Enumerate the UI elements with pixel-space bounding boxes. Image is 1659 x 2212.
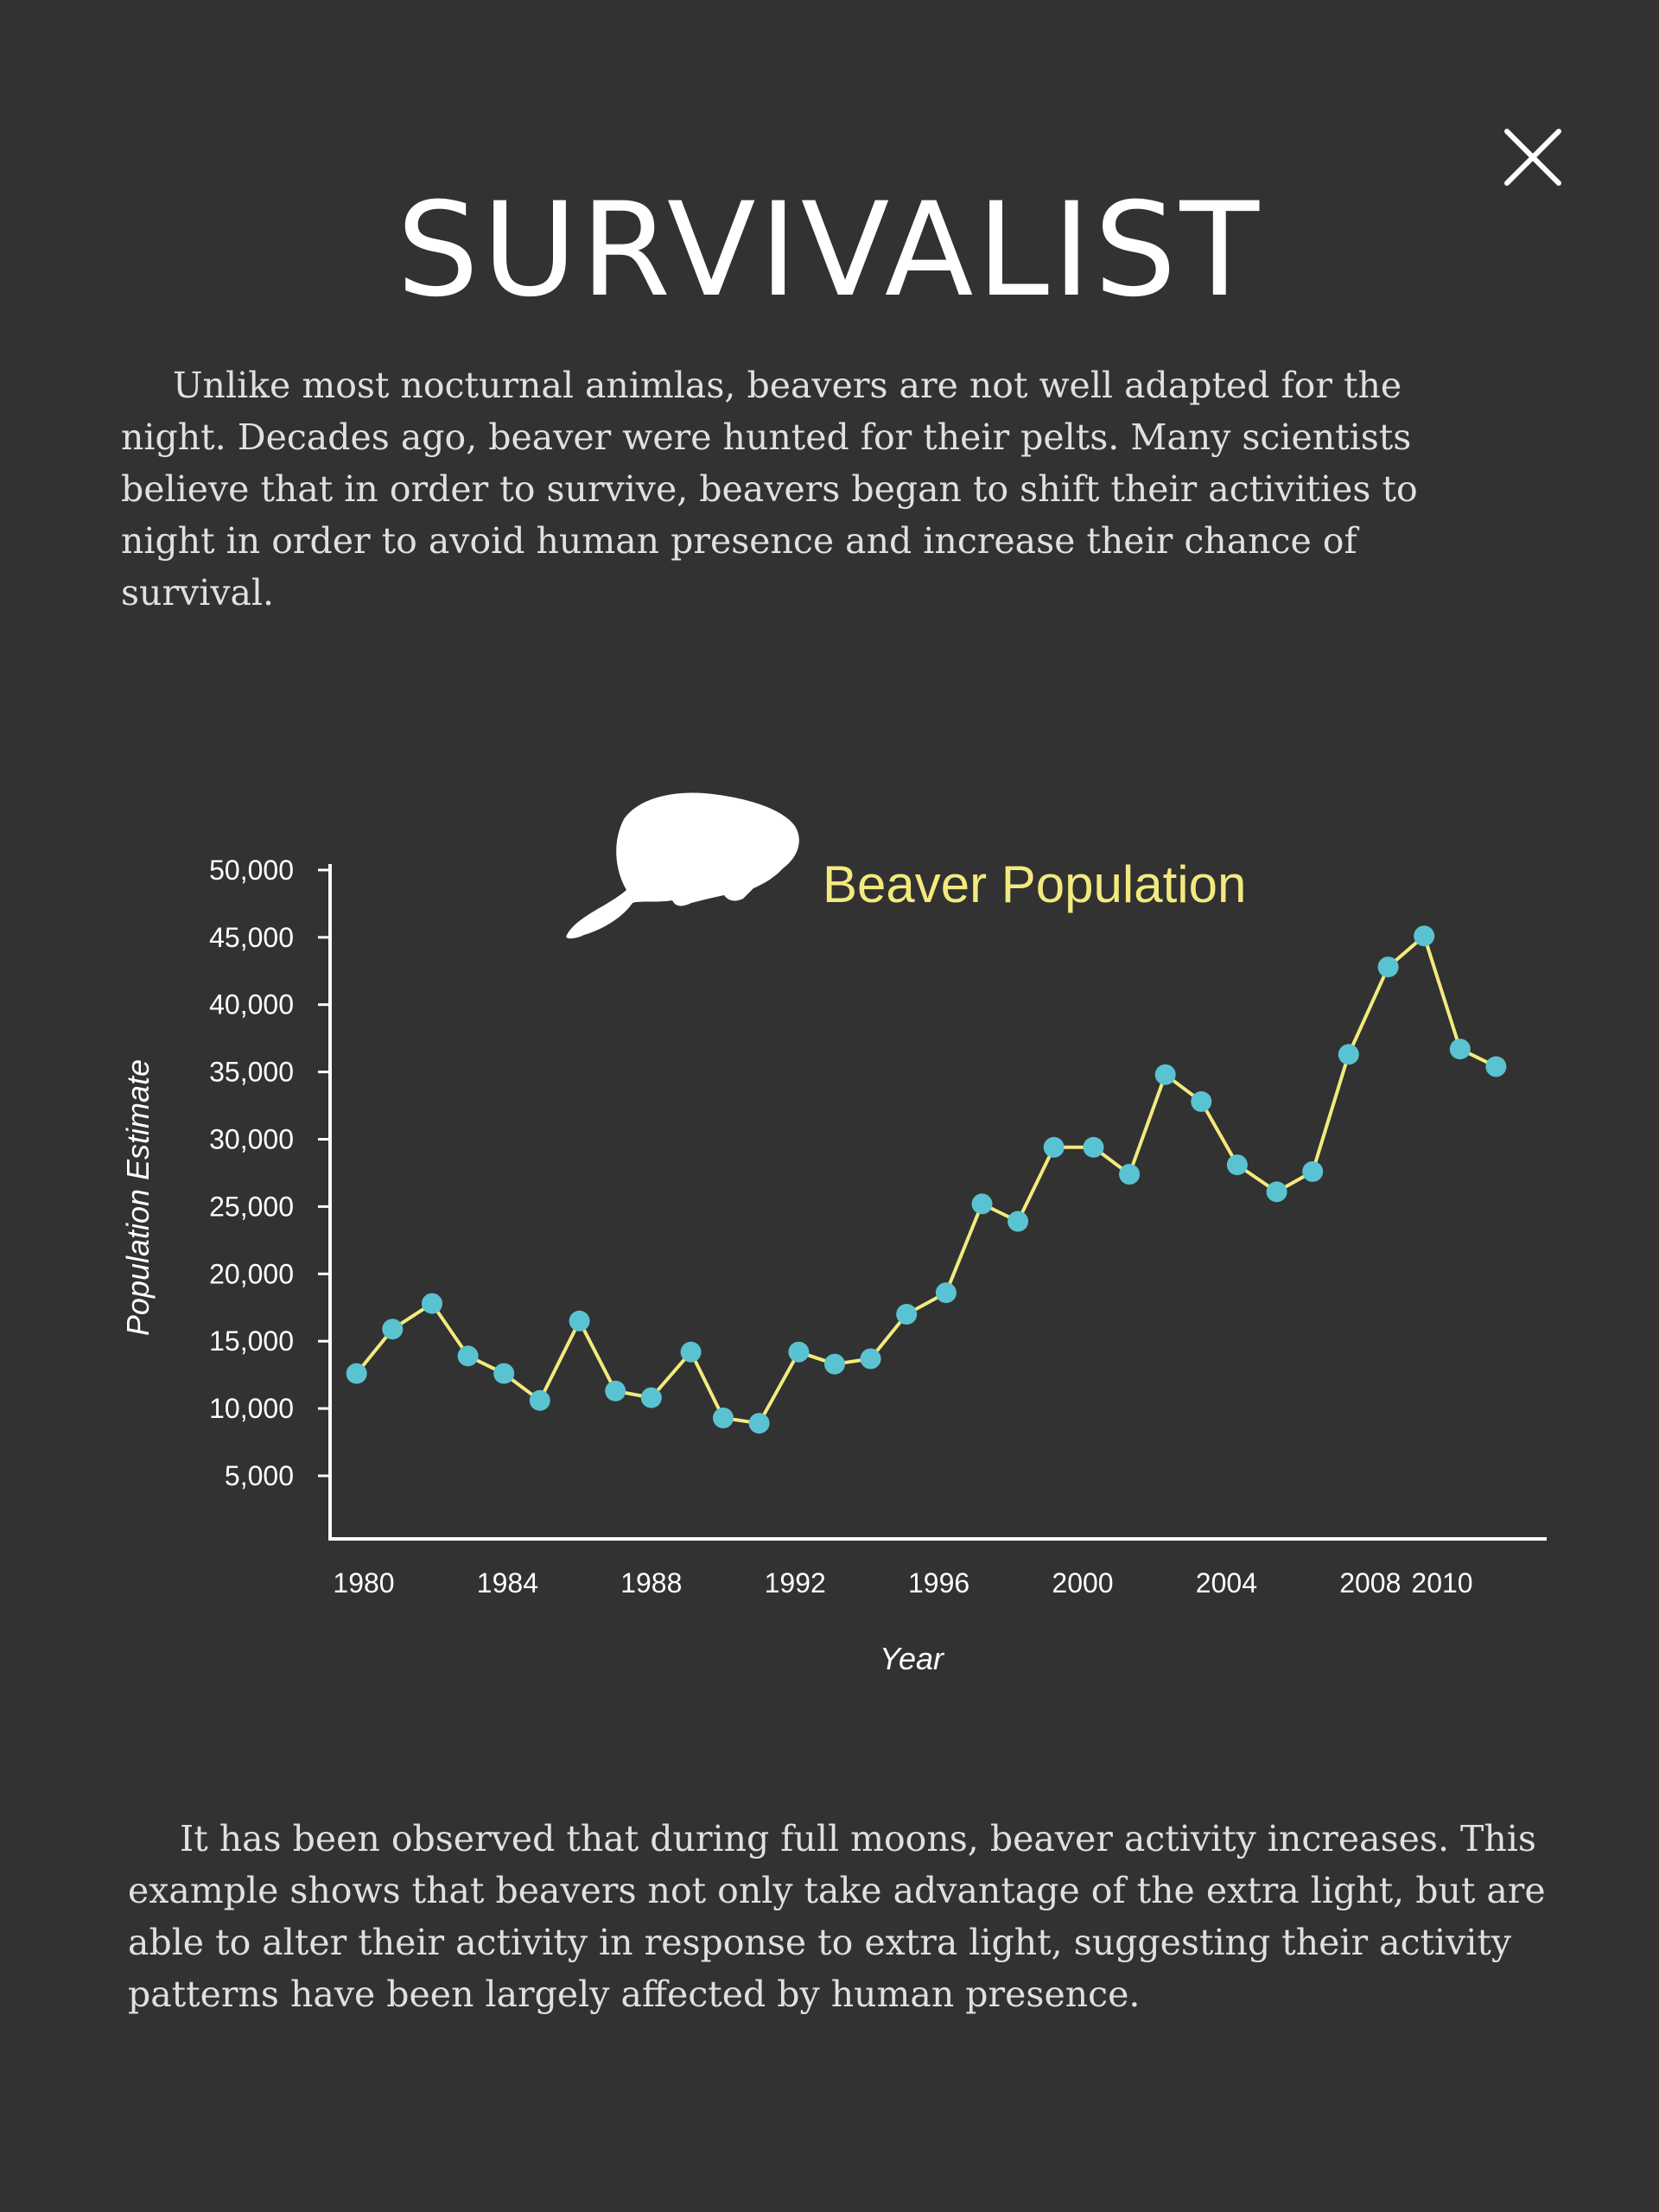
data-point <box>1119 1164 1141 1185</box>
data-point <box>680 1341 702 1363</box>
data-point <box>788 1341 810 1363</box>
x-ticks: 1980 1984 1988 1992 1996 2000 2004 2008 2010 <box>333 1567 1472 1599</box>
x-tick-label: 1996 <box>908 1567 969 1599</box>
data-point <box>824 1353 845 1375</box>
data-point <box>457 1345 479 1367</box>
close-icon <box>1504 129 1561 186</box>
data-point <box>1083 1136 1104 1158</box>
data-point <box>1414 925 1435 947</box>
data-point <box>1007 1211 1029 1232</box>
data-point <box>1338 1044 1359 1065</box>
data-point <box>896 1304 918 1325</box>
data-point <box>605 1380 626 1402</box>
y-tick-label: 15,000 <box>209 1325 294 1357</box>
data-point <box>493 1363 515 1384</box>
data-point <box>529 1389 550 1411</box>
data-point <box>422 1293 442 1314</box>
data-point <box>569 1310 590 1332</box>
outro-paragraph: It has been observed that during full mo… <box>128 1818 1546 2015</box>
close-button[interactable] <box>1500 124 1566 190</box>
x-tick-label: 1988 <box>620 1567 682 1599</box>
data-point <box>1266 1181 1287 1203</box>
y-tick-label: 5,000 <box>225 1460 294 1491</box>
y-ticks: 5,000 10,000 15,000 20,000 25,000 30,000 35,00… <box>209 855 330 1491</box>
data-point <box>1226 1154 1248 1176</box>
data-point <box>1485 1056 1507 1077</box>
series-points <box>346 925 1507 1434</box>
x-tick-label: 2000 <box>1052 1567 1113 1599</box>
data-point <box>1302 1160 1324 1182</box>
data-point <box>1377 957 1399 978</box>
x-tick-label: 2004 <box>1196 1567 1257 1599</box>
y-tick-label: 35,000 <box>209 1057 294 1088</box>
data-point <box>971 1193 993 1215</box>
chart-title: Beaver Population <box>823 855 1246 913</box>
x-tick-label: 2010 <box>1411 1567 1472 1599</box>
data-point <box>1154 1064 1176 1085</box>
y-tick-label: 50,000 <box>209 855 294 886</box>
intro-paragraph: Unlike most nocturnal animlas, beavers a… <box>121 365 1418 613</box>
x-tick-label: 1980 <box>333 1567 394 1599</box>
y-axis-label: Population Estimate <box>120 1059 156 1336</box>
series-line <box>355 934 1497 1426</box>
data-point <box>713 1408 734 1428</box>
data-point <box>1043 1136 1065 1158</box>
data-point <box>935 1282 957 1304</box>
x-tick-label: 2008 <box>1339 1567 1401 1599</box>
data-point <box>1191 1090 1212 1112</box>
beaver-population-chart: Beaver Population 5,000 10,000 15,000 20,00… <box>120 792 1547 1676</box>
data-point <box>640 1387 662 1408</box>
data-point <box>748 1413 770 1434</box>
y-tick-label: 10,000 <box>209 1393 294 1424</box>
y-tick-label: 45,000 <box>209 922 294 953</box>
data-point <box>346 1363 367 1384</box>
x-tick-label: 1992 <box>765 1567 826 1599</box>
data-point <box>1449 1039 1471 1060</box>
y-tick-label: 30,000 <box>209 1124 294 1155</box>
y-tick-label: 40,000 <box>209 989 294 1020</box>
data-point <box>860 1348 881 1370</box>
y-tick-label: 20,000 <box>209 1258 294 1289</box>
data-point <box>382 1319 404 1340</box>
x-axis-label: Year <box>880 1641 945 1676</box>
beaver-icon <box>566 792 799 939</box>
y-tick-label: 25,000 <box>209 1191 294 1222</box>
page-title: SURVIVALIST <box>396 175 1263 326</box>
x-tick-label: 1984 <box>477 1567 538 1599</box>
